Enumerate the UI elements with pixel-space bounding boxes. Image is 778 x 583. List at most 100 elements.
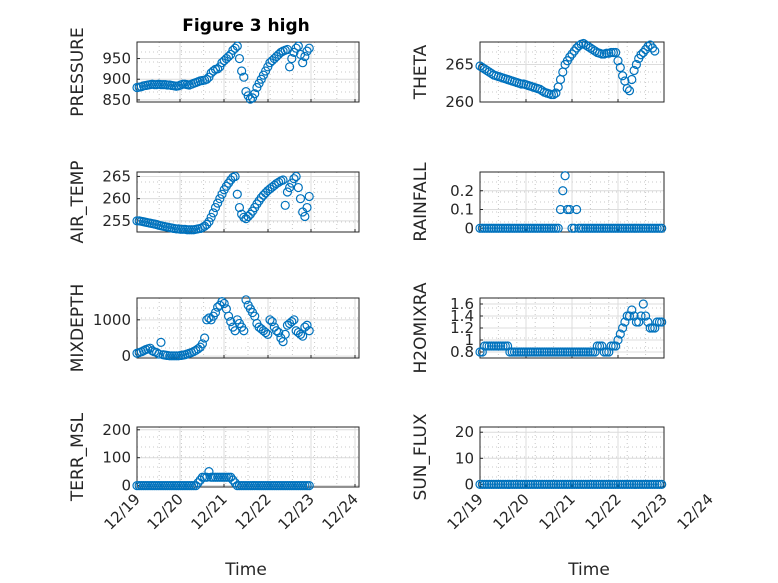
panel-mixdepth: 0 1000 MIXDEPTH — [68, 284, 360, 372]
data-point — [657, 223, 667, 233]
y-tick-label: 0 — [464, 475, 474, 493]
data-point — [217, 297, 227, 307]
data-point — [500, 223, 510, 233]
data-point — [620, 317, 630, 327]
axes-box — [136, 171, 360, 233]
data-point — [606, 47, 616, 58]
y-tick-label: 200 — [102, 421, 131, 439]
data-point — [558, 347, 568, 357]
data-point — [624, 86, 635, 96]
y-axis-label: RAINFALL — [411, 162, 431, 242]
data-point — [634, 223, 644, 233]
data-point — [261, 327, 271, 338]
data-point — [650, 46, 660, 56]
data-point — [282, 187, 293, 197]
data-point — [657, 479, 667, 489]
data-point — [532, 479, 543, 489]
data-point — [210, 202, 221, 213]
data-point — [567, 223, 577, 233]
panel-pressure: 850 900 950 PRESSURE — [68, 27, 360, 117]
data-point — [285, 62, 295, 72]
y-tick-label: 20 — [455, 423, 474, 441]
data-point — [291, 171, 301, 182]
data-point — [601, 347, 612, 357]
data-point — [624, 311, 635, 321]
data-point — [569, 223, 579, 233]
data-point — [530, 223, 540, 233]
x-tick-label: 12/20 — [490, 490, 533, 533]
data-point — [601, 48, 612, 58]
data-point — [537, 223, 547, 233]
y-tick-label: 260 — [445, 93, 474, 111]
data-point — [590, 223, 600, 233]
data-point — [480, 479, 490, 489]
data-point — [491, 479, 501, 489]
data-point — [631, 317, 642, 327]
data-point — [498, 479, 508, 489]
data-point — [193, 478, 203, 488]
data-point — [507, 479, 517, 489]
data-point — [592, 223, 602, 233]
data-point — [528, 223, 538, 233]
data-point — [280, 200, 290, 210]
data-point — [636, 479, 646, 489]
data-point — [202, 219, 212, 230]
data-point — [647, 323, 658, 333]
data-point — [514, 347, 524, 357]
data-point — [581, 40, 591, 50]
data-point — [590, 479, 600, 489]
data-point — [581, 223, 591, 233]
data-point — [542, 347, 552, 357]
data-point — [239, 326, 249, 336]
data-point — [482, 65, 492, 76]
data-point — [202, 74, 212, 84]
data-point — [574, 223, 584, 233]
data-point — [565, 204, 575, 215]
data-point — [293, 182, 303, 193]
data-point — [544, 479, 554, 489]
data-point — [289, 174, 299, 184]
data-point — [638, 479, 648, 489]
data-point — [546, 347, 556, 357]
data-point — [597, 49, 607, 59]
data-point — [523, 347, 533, 357]
data-point — [636, 311, 646, 321]
data-point — [514, 223, 524, 233]
x-axis-label-left: Time — [224, 560, 267, 580]
data-point — [571, 204, 582, 215]
y-tick-label: 0 — [121, 347, 131, 365]
data-point — [583, 41, 593, 52]
data-point — [604, 223, 614, 233]
data-point — [234, 53, 245, 64]
data-point — [627, 305, 637, 315]
x-tick-label: 12/19 — [444, 490, 487, 533]
y-tick-label: 900 — [102, 70, 131, 88]
data-point — [535, 347, 545, 357]
data-point — [647, 223, 658, 233]
panel-rainfall: 00.10.2 RAINFALL — [411, 162, 667, 242]
data-point — [274, 177, 284, 187]
data-point — [657, 317, 667, 327]
data-point — [537, 479, 547, 489]
data-point — [484, 67, 494, 77]
data-point — [477, 479, 487, 489]
y-tick-label: 850 — [102, 91, 131, 109]
data-point — [615, 62, 625, 73]
data-point — [539, 223, 550, 233]
data-point — [500, 341, 510, 351]
data-point — [576, 347, 586, 357]
data-point — [274, 327, 284, 338]
data-point — [551, 479, 561, 489]
data-point — [601, 223, 612, 233]
data-point — [300, 211, 310, 222]
data-point — [624, 223, 635, 233]
data-point — [551, 223, 561, 233]
data-point — [228, 475, 238, 485]
data-point — [624, 479, 635, 489]
data-point — [562, 479, 573, 489]
data-point — [581, 347, 591, 357]
data-point — [599, 479, 609, 489]
data-point — [480, 64, 490, 74]
data-point — [615, 329, 625, 339]
